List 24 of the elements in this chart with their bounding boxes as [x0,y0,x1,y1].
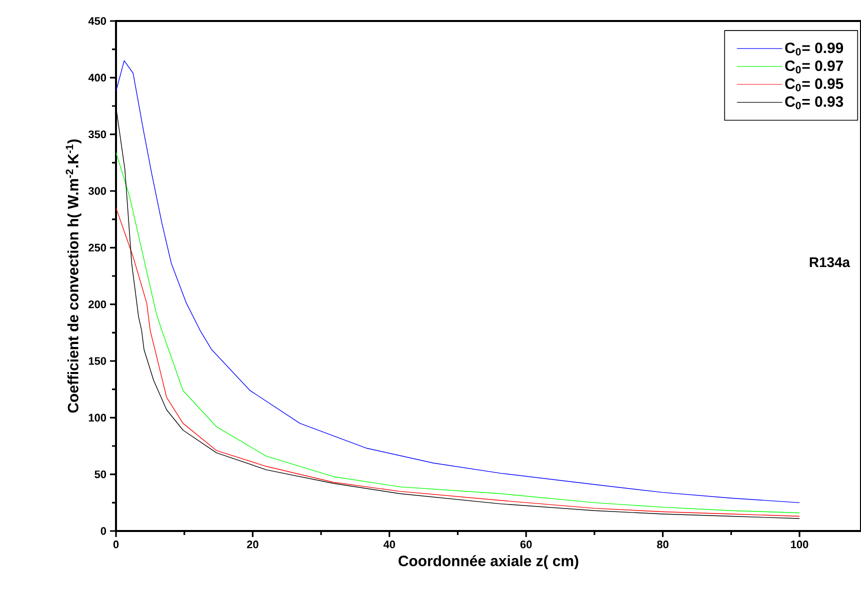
x-tick-label: 20 [246,540,258,548]
line-series [116,208,800,517]
y-axis-title: Coefficient de convection h( W.m$^{-2}$.K$^{-1}$) [66,139,82,413]
y-tick-label: 150 [88,357,106,365]
x-tick-label: 80 [657,540,668,548]
y-tick-label: 200 [88,300,106,308]
y-tick-label: 100 [88,414,106,422]
y-tick-label: 300 [88,187,106,195]
legend-label: C$_{0}$= 0.93 [785,96,844,110]
y-tick-label: 50 [94,470,106,478]
y-tick-label: 250 [88,244,106,252]
y-tick-label: 0 [100,527,106,535]
x-tick-label: 60 [520,540,532,548]
annotation: R134a [810,257,850,268]
y-tick-label: 350 [88,130,106,138]
legend-label: C$_{0}$= 0.95 [785,78,844,92]
x-tick-label: 0 [113,540,119,548]
y-tick-label: 450 [88,17,106,25]
legend-label: C$_{0}$= 0.97 [785,60,843,74]
x-tick-label: 40 [383,540,396,548]
x-tick-label: 100 [791,540,808,548]
x-axis-title: Coordonnée axiale z( cm) [398,555,578,570]
y-tick-label: 400 [88,74,106,82]
legend-label: C$_{0}$= 0.99 [785,42,844,56]
